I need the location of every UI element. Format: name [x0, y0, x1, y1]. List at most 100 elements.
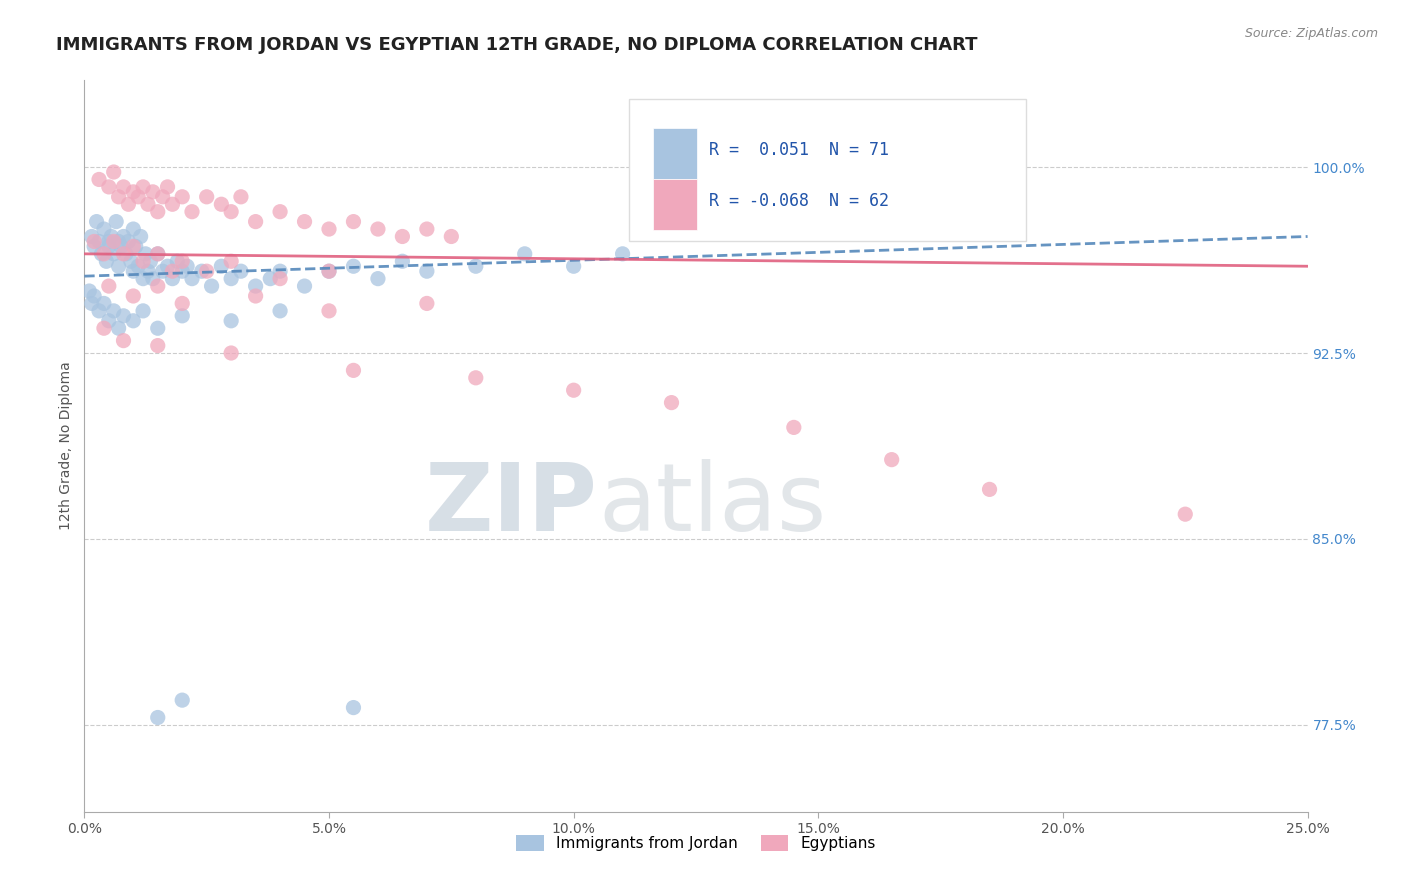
- Point: [172, 190, 194, 204]
- Point: [87, 235, 110, 249]
- Point: [152, 190, 174, 204]
- Point: [93, 296, 115, 310]
- Point: [103, 165, 125, 179]
- Point: [93, 247, 115, 261]
- Point: [105, 214, 128, 228]
- Point: [219, 271, 242, 285]
- Point: [172, 693, 194, 707]
- Point: [112, 229, 135, 244]
- Point: [172, 309, 194, 323]
- Point: [612, 247, 634, 261]
- Point: [294, 279, 316, 293]
- Point: [80, 229, 103, 244]
- FancyBboxPatch shape: [628, 99, 1026, 241]
- Point: [135, 247, 157, 261]
- Point: [416, 222, 439, 236]
- Point: [97, 235, 120, 249]
- Point: [86, 214, 108, 228]
- Point: [83, 239, 105, 253]
- Point: [318, 222, 340, 236]
- Point: [979, 483, 1001, 497]
- Point: [156, 180, 179, 194]
- Point: [318, 304, 340, 318]
- Point: [142, 185, 165, 199]
- Point: [107, 321, 129, 335]
- Point: [269, 204, 291, 219]
- Point: [132, 254, 155, 268]
- Point: [120, 254, 142, 268]
- Point: [229, 190, 252, 204]
- Point: [129, 229, 152, 244]
- Point: [391, 229, 413, 244]
- Point: [122, 185, 145, 199]
- Point: [90, 247, 112, 261]
- Point: [103, 304, 125, 318]
- Point: [342, 700, 364, 714]
- FancyBboxPatch shape: [654, 128, 697, 178]
- Point: [219, 346, 242, 360]
- Point: [122, 314, 145, 328]
- Point: [112, 180, 135, 194]
- Point: [146, 321, 169, 335]
- Point: [661, 395, 683, 409]
- Point: [269, 304, 291, 318]
- Point: [96, 254, 118, 268]
- Y-axis label: 12th Grade, No Diploma: 12th Grade, No Diploma: [59, 361, 73, 531]
- Point: [172, 296, 194, 310]
- Point: [112, 334, 135, 348]
- Point: [152, 264, 174, 278]
- Point: [191, 264, 214, 278]
- Point: [172, 264, 194, 278]
- Point: [269, 271, 291, 285]
- Text: Source: ZipAtlas.com: Source: ZipAtlas.com: [1244, 27, 1378, 40]
- Point: [318, 264, 340, 278]
- Point: [229, 264, 252, 278]
- Point: [156, 259, 179, 273]
- Point: [77, 284, 100, 298]
- Point: [127, 259, 149, 273]
- Point: [127, 190, 149, 204]
- Point: [142, 271, 165, 285]
- Point: [166, 254, 188, 268]
- Point: [367, 271, 389, 285]
- Point: [195, 264, 218, 278]
- Point: [162, 264, 184, 278]
- Point: [172, 254, 194, 268]
- Point: [440, 229, 463, 244]
- Point: [132, 304, 155, 318]
- Point: [146, 247, 169, 261]
- Point: [146, 247, 169, 261]
- Point: [245, 279, 267, 293]
- Text: IMMIGRANTS FROM JORDAN VS EGYPTIAN 12TH GRADE, NO DIPLOMA CORRELATION CHART: IMMIGRANTS FROM JORDAN VS EGYPTIAN 12TH …: [56, 36, 977, 54]
- Point: [181, 271, 204, 285]
- Point: [107, 235, 129, 249]
- Point: [162, 197, 184, 211]
- Point: [115, 247, 138, 261]
- Point: [367, 222, 389, 236]
- Point: [464, 259, 486, 273]
- Point: [93, 222, 115, 236]
- Point: [139, 254, 162, 268]
- Point: [562, 383, 585, 397]
- Point: [342, 363, 364, 377]
- Point: [269, 264, 291, 278]
- Point: [117, 197, 139, 211]
- Point: [245, 214, 267, 228]
- Point: [93, 321, 115, 335]
- Point: [146, 279, 169, 293]
- Point: [783, 420, 806, 434]
- Point: [97, 239, 120, 253]
- Point: [880, 452, 903, 467]
- Point: [122, 264, 145, 278]
- Point: [318, 264, 340, 278]
- Point: [513, 247, 536, 261]
- Legend: Immigrants from Jordan, Egyptians: Immigrants from Jordan, Egyptians: [509, 828, 883, 859]
- Point: [122, 222, 145, 236]
- Point: [219, 204, 242, 219]
- Point: [342, 214, 364, 228]
- FancyBboxPatch shape: [654, 179, 697, 230]
- Point: [136, 197, 159, 211]
- Point: [146, 204, 169, 219]
- Text: R = -0.068  N = 62: R = -0.068 N = 62: [710, 192, 890, 210]
- Point: [103, 235, 125, 249]
